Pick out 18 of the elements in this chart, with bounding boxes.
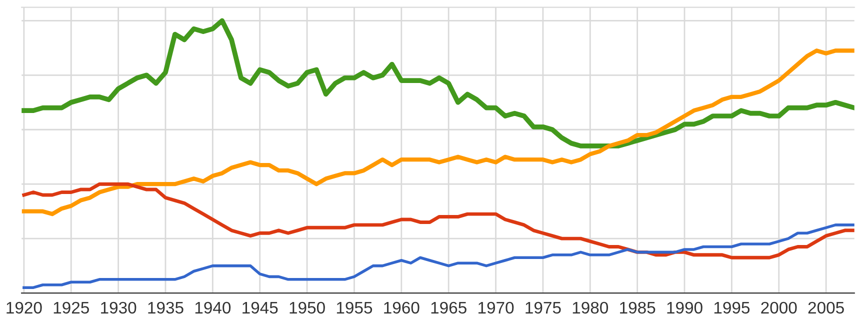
x-tick-label: 1995 <box>714 302 750 314</box>
x-tick-label: 1970 <box>478 302 514 314</box>
x-tick-label: 1960 <box>384 302 420 314</box>
x-tick-label: 1990 <box>667 302 702 314</box>
x-tick-label: 1965 <box>431 302 466 314</box>
x-tick-label: 1935 <box>148 302 184 314</box>
x-tick-label: 1925 <box>54 302 89 314</box>
x-tick-label: 2005 <box>808 302 844 314</box>
x-tick-label: 1975 <box>526 302 561 314</box>
x-tick-label: 1945 <box>242 302 278 314</box>
x-tick-label: 1940 <box>195 302 231 314</box>
x-tick-label: 1950 <box>290 302 325 314</box>
x-tick-label: 1980 <box>572 302 608 314</box>
x-tick-label: 2000 <box>761 302 797 314</box>
x-tick-label: 1920 <box>6 302 42 314</box>
x-tick-label: 1985 <box>620 302 656 314</box>
x-tick-label: 1930 <box>101 302 136 314</box>
x-tick-label: 1955 <box>336 302 372 314</box>
